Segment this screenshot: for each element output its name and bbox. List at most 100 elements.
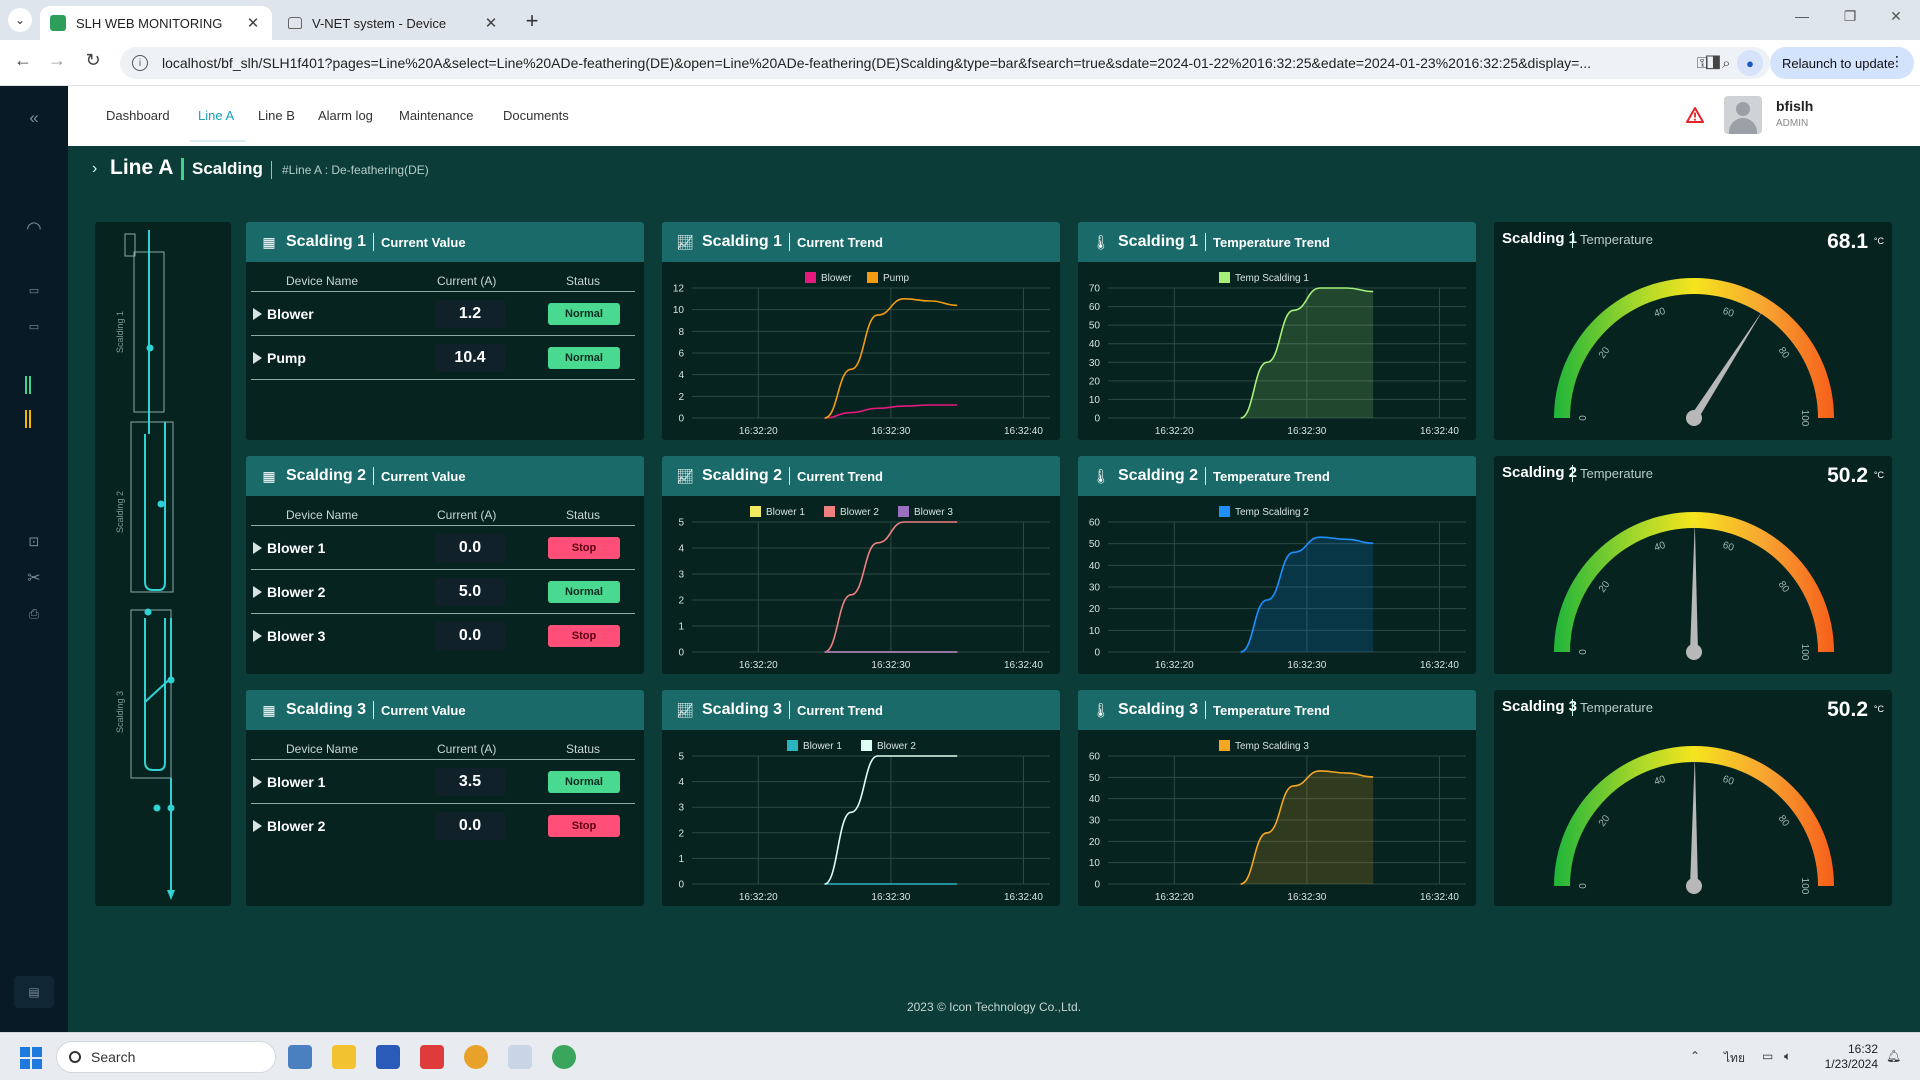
table-row[interactable]: Blower 2 0.0 Stop	[251, 804, 635, 848]
close-window-icon[interactable]: ✕	[1890, 8, 1902, 24]
taskbar-clock[interactable]: 16:32 1/23/2024	[1818, 1042, 1878, 1072]
address-bar[interactable]: i localhost/bf_slh/SLH1f401?pages=Line%2…	[120, 47, 1770, 79]
gauge-title: Scalding 3	[1502, 698, 1578, 715]
minimize-icon[interactable]: —	[1795, 8, 1809, 24]
restore-icon[interactable]: ❐	[1843, 8, 1857, 24]
browser-tab-inactive[interactable]: V-NET system - Device ✕	[278, 6, 510, 40]
table-row[interactable]: Blower 2 5.0 Normal	[251, 570, 635, 614]
tray-volume-icon[interactable]: 🔈︎	[1784, 1049, 1792, 1063]
y-tick-label: 0	[1094, 648, 1100, 659]
current-value: 1.2	[435, 300, 505, 328]
legend-swatch	[898, 506, 909, 517]
expand-triangle-icon[interactable]	[253, 586, 262, 598]
anydesk-app-icon[interactable]	[420, 1045, 444, 1069]
panel-subtitle: Current Value	[381, 234, 466, 250]
tray-language[interactable]: ไทย	[1724, 1051, 1745, 1065]
word-app-icon[interactable]	[376, 1045, 400, 1069]
back-icon[interactable]: ←	[14, 50, 32, 70]
relaunch-label: Relaunch to update	[1782, 55, 1895, 71]
chevron-right-icon[interactable]: ›	[92, 160, 98, 177]
expand-triangle-icon[interactable]	[253, 630, 262, 642]
relaunch-button[interactable]: Relaunch to update ⋮	[1770, 47, 1914, 79]
sidebar-footer-icon[interactable]: ▤	[14, 976, 54, 1008]
documents-pdf-icon[interactable]: ⎙	[28, 606, 40, 621]
panel-header: 🌡︎ Scalding 3 Temperature Trend	[1078, 690, 1476, 730]
expand-triangle-icon[interactable]	[253, 776, 262, 788]
more-menu-icon[interactable]: ⋮	[1890, 53, 1904, 69]
tray-display-icon[interactable]: ▭	[1762, 1049, 1774, 1063]
col-status: Status	[566, 742, 601, 756]
col-current: Current (A)	[437, 274, 497, 288]
zoom-icon[interactable]: ⌕	[1722, 54, 1731, 72]
panel-title: Scalding 3	[286, 701, 367, 718]
gauge-needle-hub	[1686, 410, 1702, 426]
nav-line-b[interactable]: Line B	[258, 108, 295, 123]
avatar[interactable]	[1724, 96, 1762, 134]
file-explorer-icon[interactable]	[332, 1045, 356, 1069]
windows-start-icon[interactable]	[20, 1047, 42, 1069]
table-row[interactable]: Blower 3 0.0 Stop	[251, 614, 635, 658]
nav-line-a[interactable]: Line A	[198, 108, 235, 123]
legend-label: Blower	[821, 273, 852, 284]
table-row[interactable]: Blower 1.2 Normal	[251, 292, 635, 336]
reload-icon[interactable]: ↻	[85, 50, 101, 70]
table-row[interactable]: Blower 1 3.5 Normal	[251, 760, 635, 804]
site-info-icon[interactable]: i	[132, 55, 148, 71]
new-tab-icon[interactable]: +	[525, 8, 539, 33]
expand-triangle-icon[interactable]	[253, 308, 262, 320]
series-line	[1240, 287, 1374, 419]
legend-label: Blower 3	[914, 507, 953, 518]
dashboard-gauge-icon[interactable]: ◠	[26, 217, 42, 238]
line-b-icon[interactable]: ▭	[28, 320, 40, 333]
os-taskbar: Search ⌃ ไทย ▭ 🔈︎ 16:32 1/23/2024 🔔︎	[0, 1032, 1920, 1080]
snipping-tool-icon[interactable]	[508, 1045, 532, 1069]
expand-triangle-icon[interactable]	[253, 820, 262, 832]
alarm-warning-icon[interactable]	[1686, 106, 1704, 124]
url-text[interactable]: localhost/bf_slh/SLH1f401?pages=Line%20A…	[162, 55, 1591, 71]
device-name: Blower 2	[267, 584, 326, 600]
legend-swatch	[861, 740, 872, 751]
sensor-dot-icon	[153, 804, 161, 812]
browser-tab-active[interactable]: SLH WEB MONITORING ✕	[40, 6, 272, 40]
nav-documents[interactable]: Documents	[503, 108, 569, 123]
maintenance-tools-icon[interactable]: ✂	[27, 570, 41, 587]
alarm-log-icon[interactable]: ⊡	[28, 534, 40, 549]
temperature-gauge: 0 20 40 60 80 100	[1554, 746, 1834, 895]
x-tick-label: 16:32:20	[739, 660, 778, 671]
y-tick-label: 10	[673, 305, 685, 316]
panel-header: ▦ Scalding 2 Current Value	[246, 456, 644, 496]
line-chart-icon: 📈︎	[676, 233, 694, 250]
nav-dashboard[interactable]: Dashboard	[106, 108, 170, 123]
forward-icon[interactable]: →	[48, 50, 66, 70]
table-row[interactable]: Blower 1 0.0 Stop	[251, 526, 635, 570]
y-tick-label: 0	[1094, 414, 1100, 425]
excel-app-icon[interactable]	[552, 1045, 576, 1069]
profile-icon[interactable]: ●	[1737, 50, 1763, 76]
clock-time: 16:32	[1847, 1042, 1878, 1056]
gauge-subtitle: Temperature	[1580, 232, 1653, 247]
section-marker-icon[interactable]	[25, 410, 31, 428]
notification-bell-icon[interactable]: 🔔︎	[1886, 1049, 1902, 1063]
nav-alarm-log[interactable]: Alarm log	[318, 108, 373, 123]
panel-title: Scalding 3	[702, 701, 783, 718]
line-a-icon[interactable]: ▭	[28, 284, 40, 297]
nav-maintenance[interactable]: Maintenance	[399, 108, 474, 123]
x-tick-label: 16:32:30	[1287, 660, 1326, 671]
expand-triangle-icon[interactable]	[253, 352, 262, 364]
table-row[interactable]: Pump 10.4 Normal	[251, 336, 635, 380]
chrome-app-icon[interactable]	[464, 1045, 488, 1069]
widgets-app-icon[interactable]	[288, 1045, 312, 1069]
close-tab-icon[interactable]: ✕	[246, 15, 260, 32]
collapse-sidebar-icon[interactable]: «	[29, 108, 39, 127]
tab-search-icon[interactable]: ⌄	[8, 8, 32, 32]
close-tab-icon[interactable]: ✕	[484, 15, 498, 32]
panel-subtitle: Temperature Trend	[1213, 468, 1330, 484]
active-section-marker-icon[interactable]	[25, 376, 31, 394]
expand-triangle-icon[interactable]	[253, 542, 262, 554]
password-key-icon[interactable]: ⚿	[1696, 54, 1709, 72]
taskbar-search[interactable]: Search	[56, 1041, 276, 1073]
breadcrumb-line: Line A	[110, 156, 174, 179]
tray-chevron-up-icon[interactable]: ⌃	[1690, 1049, 1701, 1063]
panel-subtitle: Temperature Trend	[1213, 234, 1330, 250]
side-panel-icon[interactable]: ◨	[1704, 51, 1722, 71]
